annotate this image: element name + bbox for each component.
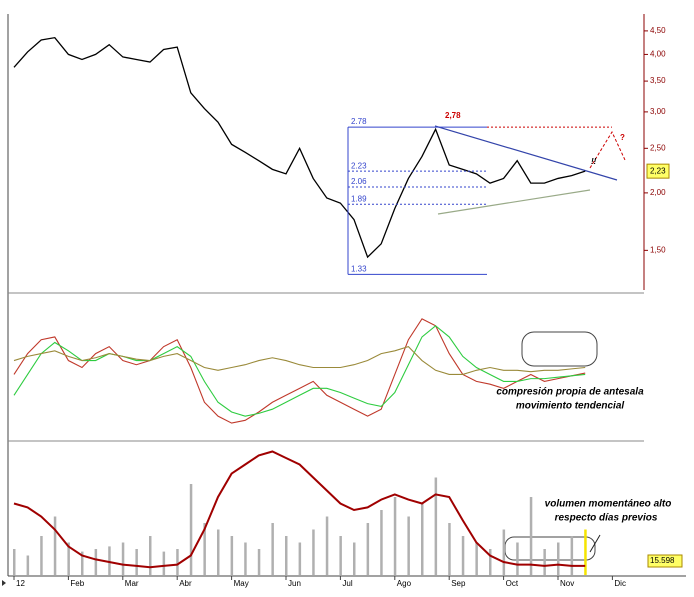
level-label: 1.33 (351, 264, 367, 273)
volume-bar (393, 497, 397, 575)
x-tick-label: Nov (560, 579, 574, 588)
volume-bar (584, 529, 587, 575)
annotation: ? (620, 133, 625, 142)
volume-bar (421, 503, 424, 575)
data-line (13, 36, 586, 259)
annotation: volumen momentáneo alto (545, 499, 672, 510)
x-tick-label: 12 (16, 579, 25, 588)
volume-bar (475, 542, 478, 575)
volume-bar (298, 542, 302, 575)
volume-bar (434, 477, 438, 575)
volume-bar (312, 529, 315, 575)
volume-bar (189, 484, 193, 575)
volume-bar (40, 536, 43, 575)
last-value-box (647, 554, 683, 568)
data-line (13, 346, 586, 375)
volume-bar (366, 523, 370, 575)
trend-line (434, 125, 618, 181)
volume-bar (489, 549, 492, 575)
y-tick-label: 4,50 (650, 26, 666, 35)
data-line (13, 318, 586, 424)
volume-bar (407, 516, 410, 575)
volume-bar (271, 523, 274, 575)
volume-bar (257, 549, 261, 575)
callout-line (589, 534, 601, 553)
y-tick-label: 1,50 (650, 245, 666, 254)
x-tick-label: Ago (397, 579, 412, 588)
x-tick-label: Jul (342, 579, 352, 588)
volume-bar (121, 542, 125, 575)
volume-bar (53, 516, 57, 575)
annotation: !! (591, 157, 597, 166)
level-label: 2.78 (351, 117, 367, 126)
volume-bar (325, 516, 329, 575)
volume-bar (26, 555, 30, 575)
volume-bar (516, 542, 519, 575)
peak-label: 2,78 (445, 111, 461, 120)
annotation: respecto días previos (555, 513, 658, 524)
volume-bar (203, 523, 206, 575)
x-tick-label: Abr (179, 579, 192, 588)
volume-bar (448, 523, 451, 575)
volume-bar (217, 529, 220, 575)
x-tick-label: Jun (288, 579, 301, 588)
volume-bar (529, 497, 533, 575)
volume-bar (13, 549, 16, 575)
level-label: 1.89 (351, 194, 367, 203)
volume-bar (461, 536, 465, 575)
y-tick-label: 3,50 (650, 76, 666, 85)
annotation: movimiento tendencial (516, 401, 625, 412)
volume-bar (570, 536, 574, 575)
y-tick-label: 2,50 (650, 143, 666, 152)
scroll-arrow (2, 580, 6, 586)
volume-bar (108, 546, 111, 575)
volume-bar (557, 542, 560, 575)
last-value-label: 15.598 (650, 556, 675, 565)
trend-line (437, 189, 591, 215)
volume-bar (244, 542, 247, 575)
volume-bar (176, 549, 179, 575)
last-value-box (646, 163, 670, 179)
y-tick-label: 3,00 (650, 107, 666, 116)
x-tick-label: Sep (451, 579, 466, 588)
projection-arrow (589, 130, 626, 169)
x-tick-label: Feb (70, 579, 84, 588)
volume-bar (149, 536, 152, 575)
y-tick-label: 4,00 (650, 50, 666, 59)
volume-bar (353, 542, 356, 575)
data-line (13, 450, 586, 569)
volume-bar (543, 549, 546, 575)
x-tick-label: May (234, 579, 249, 588)
x-tick-label: Mar (125, 579, 139, 588)
highlight-box (521, 331, 598, 367)
volume-bar (380, 510, 383, 575)
volume-bar (67, 542, 70, 575)
level-label: 2.23 (351, 161, 367, 170)
x-tick-label: Oct (506, 579, 519, 588)
volume-bar (94, 549, 98, 575)
y-tick-label: 2,00 (650, 188, 666, 197)
level-label: 2.06 (351, 177, 367, 186)
volume-bar (502, 529, 506, 575)
volume-bar (285, 536, 288, 575)
volume-bar (135, 549, 138, 575)
last-value-label: 2,23 (650, 166, 666, 175)
annotation: compresión propia de antesala (496, 387, 644, 398)
volume-bar (230, 536, 234, 575)
volume-bar (339, 536, 342, 575)
volume-bar (162, 551, 166, 575)
x-tick-label: Dic (614, 579, 626, 588)
volume-bar (81, 551, 84, 575)
